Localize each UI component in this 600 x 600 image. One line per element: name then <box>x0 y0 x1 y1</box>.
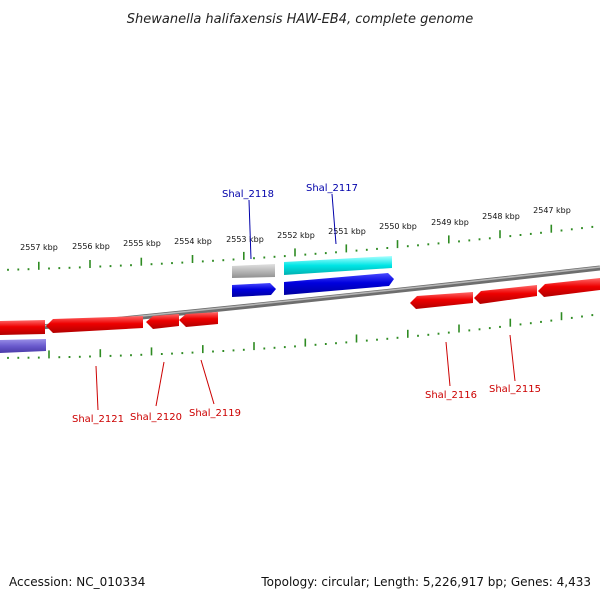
callout-shal2119 <box>200 359 215 405</box>
kbp-label: 2554 kbp <box>174 237 212 246</box>
gene-shal2121[interactable] <box>46 316 143 333</box>
gene-edge-left <box>0 320 45 335</box>
inner-tick-ring <box>7 312 594 359</box>
callout-shal2116 <box>445 341 451 387</box>
kbp-label: 2550 kbp <box>379 222 417 231</box>
feature-purple <box>0 339 46 353</box>
kbp-label: 2547 kbp <box>533 206 571 215</box>
gene-label-shal2118[interactable]: Shal_2118 <box>222 189 274 200</box>
gene-edge-right <box>538 278 600 297</box>
gene-shal2120[interactable] <box>146 314 179 329</box>
kbp-label: 2553 kbp <box>226 235 264 244</box>
gene-label-shal2121[interactable]: Shal_2121 <box>72 414 124 425</box>
kbp-label: 2555 kbp <box>123 239 161 248</box>
callout-shal2117 <box>331 193 337 245</box>
callout-lines <box>95 193 516 411</box>
genome-summary-text: Topology: circular; Length: 5,226,917 bp… <box>260 575 591 589</box>
kbp-label: 2549 kbp <box>431 218 469 227</box>
callout-shal2115 <box>509 334 516 382</box>
callout-shal2121 <box>95 365 99 411</box>
gene-label-shal2117[interactable]: Shal_2117 <box>306 183 358 194</box>
kbp-label: 2557 kbp <box>20 243 58 252</box>
kbp-label: 2552 kbp <box>277 231 315 240</box>
outer-tick-ring <box>7 224 594 271</box>
gene-label-shal2119[interactable]: Shal_2119 <box>189 408 241 419</box>
gene-shal2116[interactable] <box>410 292 473 309</box>
gene-label-shal2120[interactable]: Shal_2120 <box>130 412 182 423</box>
gene-shal2115[interactable] <box>474 285 537 304</box>
gene-shal2118[interactable] <box>232 283 276 297</box>
kbp-scale: 2557 kbp 2556 kbp 2555 kbp 2554 kbp 2553… <box>20 206 571 252</box>
feature-grey <box>232 264 275 278</box>
gene-label-shal2115[interactable]: Shal_2115 <box>489 384 541 395</box>
gene-label-shal2116[interactable]: Shal_2116 <box>425 390 477 401</box>
kbp-label: 2548 kbp <box>482 212 520 221</box>
callout-shal2120 <box>155 361 165 407</box>
kbp-label: 2556 kbp <box>72 242 110 251</box>
callout-shal2118 <box>248 199 252 260</box>
gene-shal2119[interactable] <box>179 312 218 327</box>
gene-shal2117[interactable] <box>284 273 394 295</box>
feature-cyan <box>284 256 392 275</box>
page-title: Shewanella halifaxensis HAW-EB4, complet… <box>127 12 473 27</box>
kbp-label: 2551 kbp <box>328 227 366 236</box>
accession-text: Accession: NC_010334 <box>9 575 145 589</box>
